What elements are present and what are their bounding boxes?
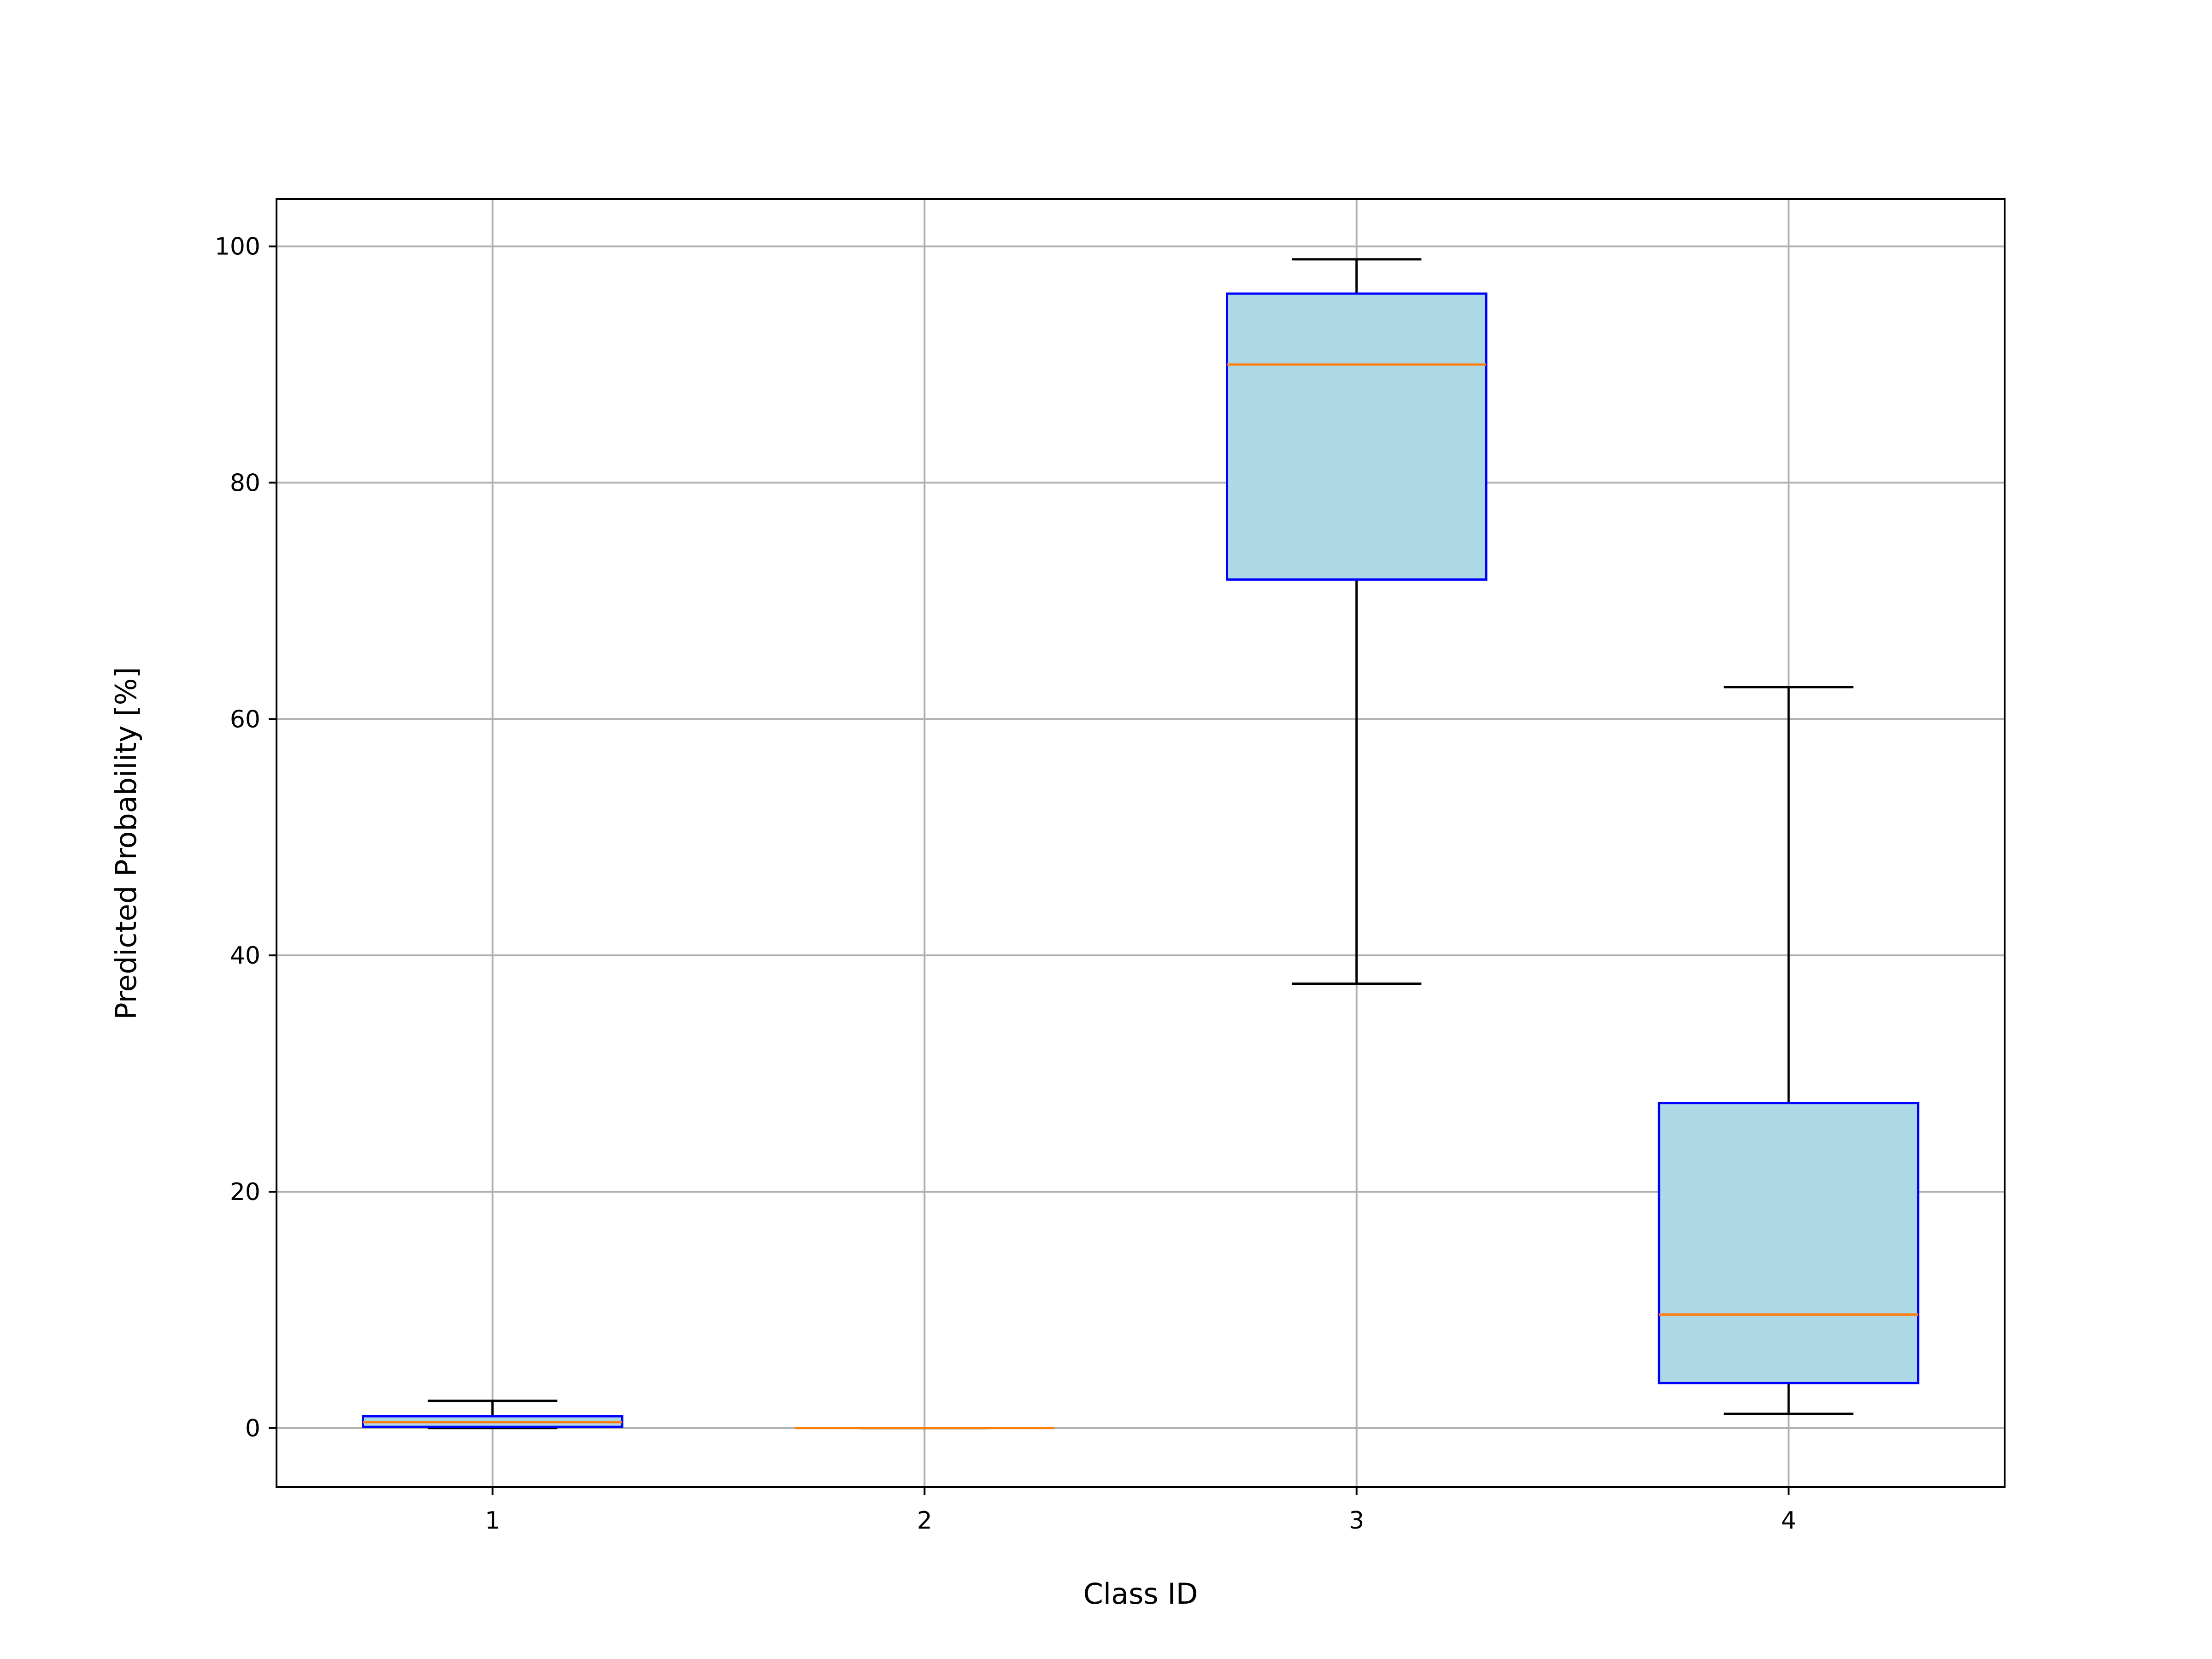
- box-iqr: [1226, 292, 1488, 581]
- box-group-class-1: [362, 1400, 624, 1430]
- x-tick-label: 1: [485, 1507, 500, 1535]
- box-iqr: [1658, 1102, 1919, 1384]
- x-tick-label: 4: [1781, 1507, 1796, 1535]
- y-tick-label: 100: [215, 233, 260, 261]
- x-tick-label: 3: [1349, 1507, 1364, 1535]
- boxes: [362, 258, 1919, 1430]
- box-group-class-3: [1226, 258, 1488, 985]
- y-axis-label: Predicted Probability [%]: [109, 667, 143, 1020]
- y-tick-label: 20: [230, 1178, 260, 1206]
- y-tick-label: 40: [230, 942, 260, 970]
- y-tick-label: 0: [245, 1415, 260, 1442]
- x-axis-label: Class ID: [1083, 1577, 1198, 1611]
- y-tick-label: 80: [230, 469, 260, 497]
- plot-frame: [276, 198, 2006, 1488]
- box-group-class-4: [1658, 686, 1919, 1415]
- y-tick-label: 60: [230, 706, 260, 733]
- x-tick-label: 2: [917, 1507, 932, 1535]
